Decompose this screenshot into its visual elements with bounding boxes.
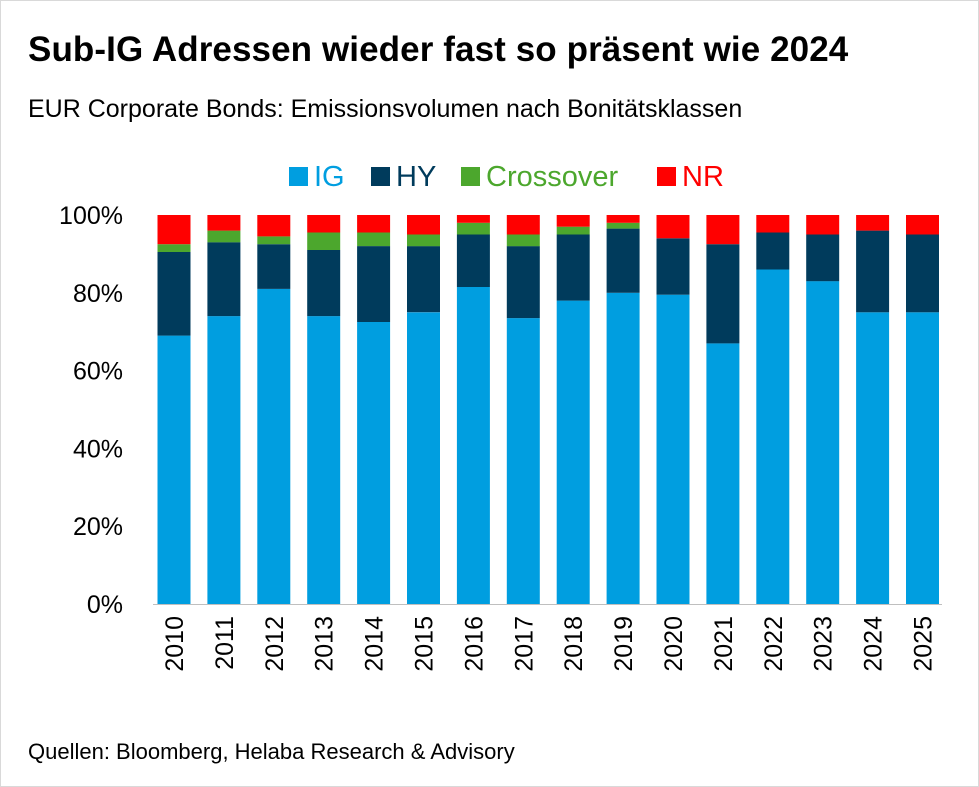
bar-2013-crossover bbox=[307, 232, 341, 250]
legend-swatch-hy bbox=[371, 167, 390, 186]
chart-subtitle: EUR Corporate Bonds: Emissionsvolumen na… bbox=[28, 95, 743, 123]
bar-2019-crossover bbox=[606, 222, 640, 229]
x-tick-label: 2019 bbox=[610, 616, 638, 672]
bar-2025-hy bbox=[906, 234, 939, 313]
bar-2022-hy bbox=[756, 232, 790, 270]
bar-2016-ig bbox=[456, 287, 490, 604]
y-tick-label: 60% bbox=[73, 358, 123, 386]
x-tick-label: 2020 bbox=[660, 616, 688, 672]
bar-2020-hy bbox=[656, 238, 690, 295]
bar-2021-ig bbox=[706, 343, 740, 604]
x-tick-label: 2015 bbox=[411, 616, 439, 672]
bar-2014-nr bbox=[357, 215, 391, 233]
x-tick-label: 2010 bbox=[161, 616, 189, 672]
bar-2011-nr bbox=[207, 215, 241, 231]
bar-2010-hy bbox=[157, 252, 191, 336]
bar-2015-hy bbox=[407, 246, 440, 313]
legend-label-crossover: Crossover bbox=[486, 161, 618, 193]
bar-2019-ig bbox=[606, 292, 640, 604]
legend-label-nr: NR bbox=[682, 161, 724, 193]
x-tick-label: 2023 bbox=[810, 616, 838, 672]
bar-2020-ig bbox=[656, 294, 690, 604]
bar-2017-nr bbox=[506, 215, 540, 235]
chart-title: Sub-IG Adressen wieder fast so präsent w… bbox=[28, 30, 849, 69]
y-axis: 0% 20% 40% 60% 80% 100% bbox=[59, 202, 123, 619]
bar-2019-nr bbox=[606, 215, 640, 223]
bar-2011-crossover bbox=[207, 230, 241, 243]
x-tick-label: 2022 bbox=[760, 616, 788, 672]
bar-2015-nr bbox=[407, 215, 440, 235]
bar-2011-ig bbox=[207, 316, 241, 604]
bar-2021-hy bbox=[706, 244, 740, 344]
x-tick-label: 2013 bbox=[311, 616, 339, 672]
legend-swatch-ig bbox=[289, 167, 308, 186]
bar-2018-hy bbox=[556, 234, 590, 301]
y-tick-label: 80% bbox=[73, 280, 123, 308]
bar-2018-crossover bbox=[556, 226, 590, 235]
bar-2014-crossover bbox=[357, 232, 391, 247]
bar-2011-hy bbox=[207, 242, 241, 317]
y-tick-label: 20% bbox=[73, 513, 123, 541]
bar-2010-crossover bbox=[157, 244, 191, 252]
bar-2012-crossover bbox=[257, 236, 291, 245]
bar-2010-nr bbox=[157, 215, 191, 245]
bar-2016-hy bbox=[456, 234, 490, 287]
bar-2022-nr bbox=[756, 215, 790, 233]
bar-2010-ig bbox=[157, 335, 191, 604]
bar-2024-hy bbox=[856, 230, 890, 313]
bar-2013-ig bbox=[307, 316, 341, 604]
bar-2012-ig bbox=[257, 288, 291, 604]
x-tick-label: 2018 bbox=[560, 616, 588, 672]
x-tick-label: 2012 bbox=[261, 616, 289, 672]
y-tick-label: 40% bbox=[73, 435, 123, 463]
bar-2014-hy bbox=[357, 246, 391, 322]
bars bbox=[157, 215, 939, 605]
bar-2022-ig bbox=[756, 269, 790, 604]
bar-2018-nr bbox=[556, 215, 590, 227]
x-tick-label: 2016 bbox=[460, 616, 488, 672]
bar-2019-hy bbox=[606, 228, 640, 293]
bar-2017-hy bbox=[506, 246, 540, 319]
bar-2012-hy bbox=[257, 244, 291, 289]
bar-2013-nr bbox=[307, 215, 341, 233]
bar-2024-nr bbox=[856, 215, 890, 231]
y-tick-label: 100% bbox=[59, 202, 123, 230]
bar-2013-hy bbox=[307, 250, 341, 317]
bar-2017-crossover bbox=[506, 234, 540, 247]
y-tick-label: 0% bbox=[87, 591, 123, 619]
bar-2023-hy bbox=[806, 234, 840, 282]
bar-2015-ig bbox=[407, 312, 440, 605]
bar-2025-ig bbox=[906, 312, 939, 605]
legend-swatch-nr bbox=[657, 167, 676, 186]
x-tick-label: 2021 bbox=[710, 616, 738, 672]
source-note: Quellen: Bloomberg, Helaba Research & Ad… bbox=[28, 739, 515, 764]
bar-2025-nr bbox=[906, 215, 939, 235]
bar-2017-ig bbox=[506, 318, 540, 604]
x-tick-label: 2024 bbox=[860, 616, 888, 672]
legend-swatch-crossover bbox=[461, 167, 480, 186]
bar-2014-ig bbox=[357, 322, 391, 604]
bar-2020-nr bbox=[656, 215, 690, 239]
x-axis: 2010 2011 2012 2013 2014 2015 2016 2017 2018 2019… bbox=[153, 604, 942, 672]
legend-label-hy: HY bbox=[396, 161, 436, 193]
bar-2015-crossover bbox=[407, 234, 440, 247]
bar-2012-nr bbox=[257, 215, 291, 237]
legend-label-ig: IG bbox=[314, 161, 345, 193]
x-tick-label: 2014 bbox=[361, 616, 389, 672]
legend: IG HY Crossover NR bbox=[289, 161, 724, 193]
bar-2016-crossover bbox=[456, 222, 490, 235]
bar-2018-ig bbox=[556, 300, 590, 604]
bar-2021-nr bbox=[706, 215, 740, 245]
bar-2023-nr bbox=[806, 215, 840, 235]
bar-2016-nr bbox=[456, 215, 490, 223]
x-tick-label: 2011 bbox=[211, 616, 239, 670]
x-tick-label: 2025 bbox=[910, 616, 938, 672]
x-tick-label: 2017 bbox=[510, 616, 538, 672]
bar-2024-ig bbox=[856, 312, 890, 605]
bar-2023-ig bbox=[806, 281, 840, 604]
